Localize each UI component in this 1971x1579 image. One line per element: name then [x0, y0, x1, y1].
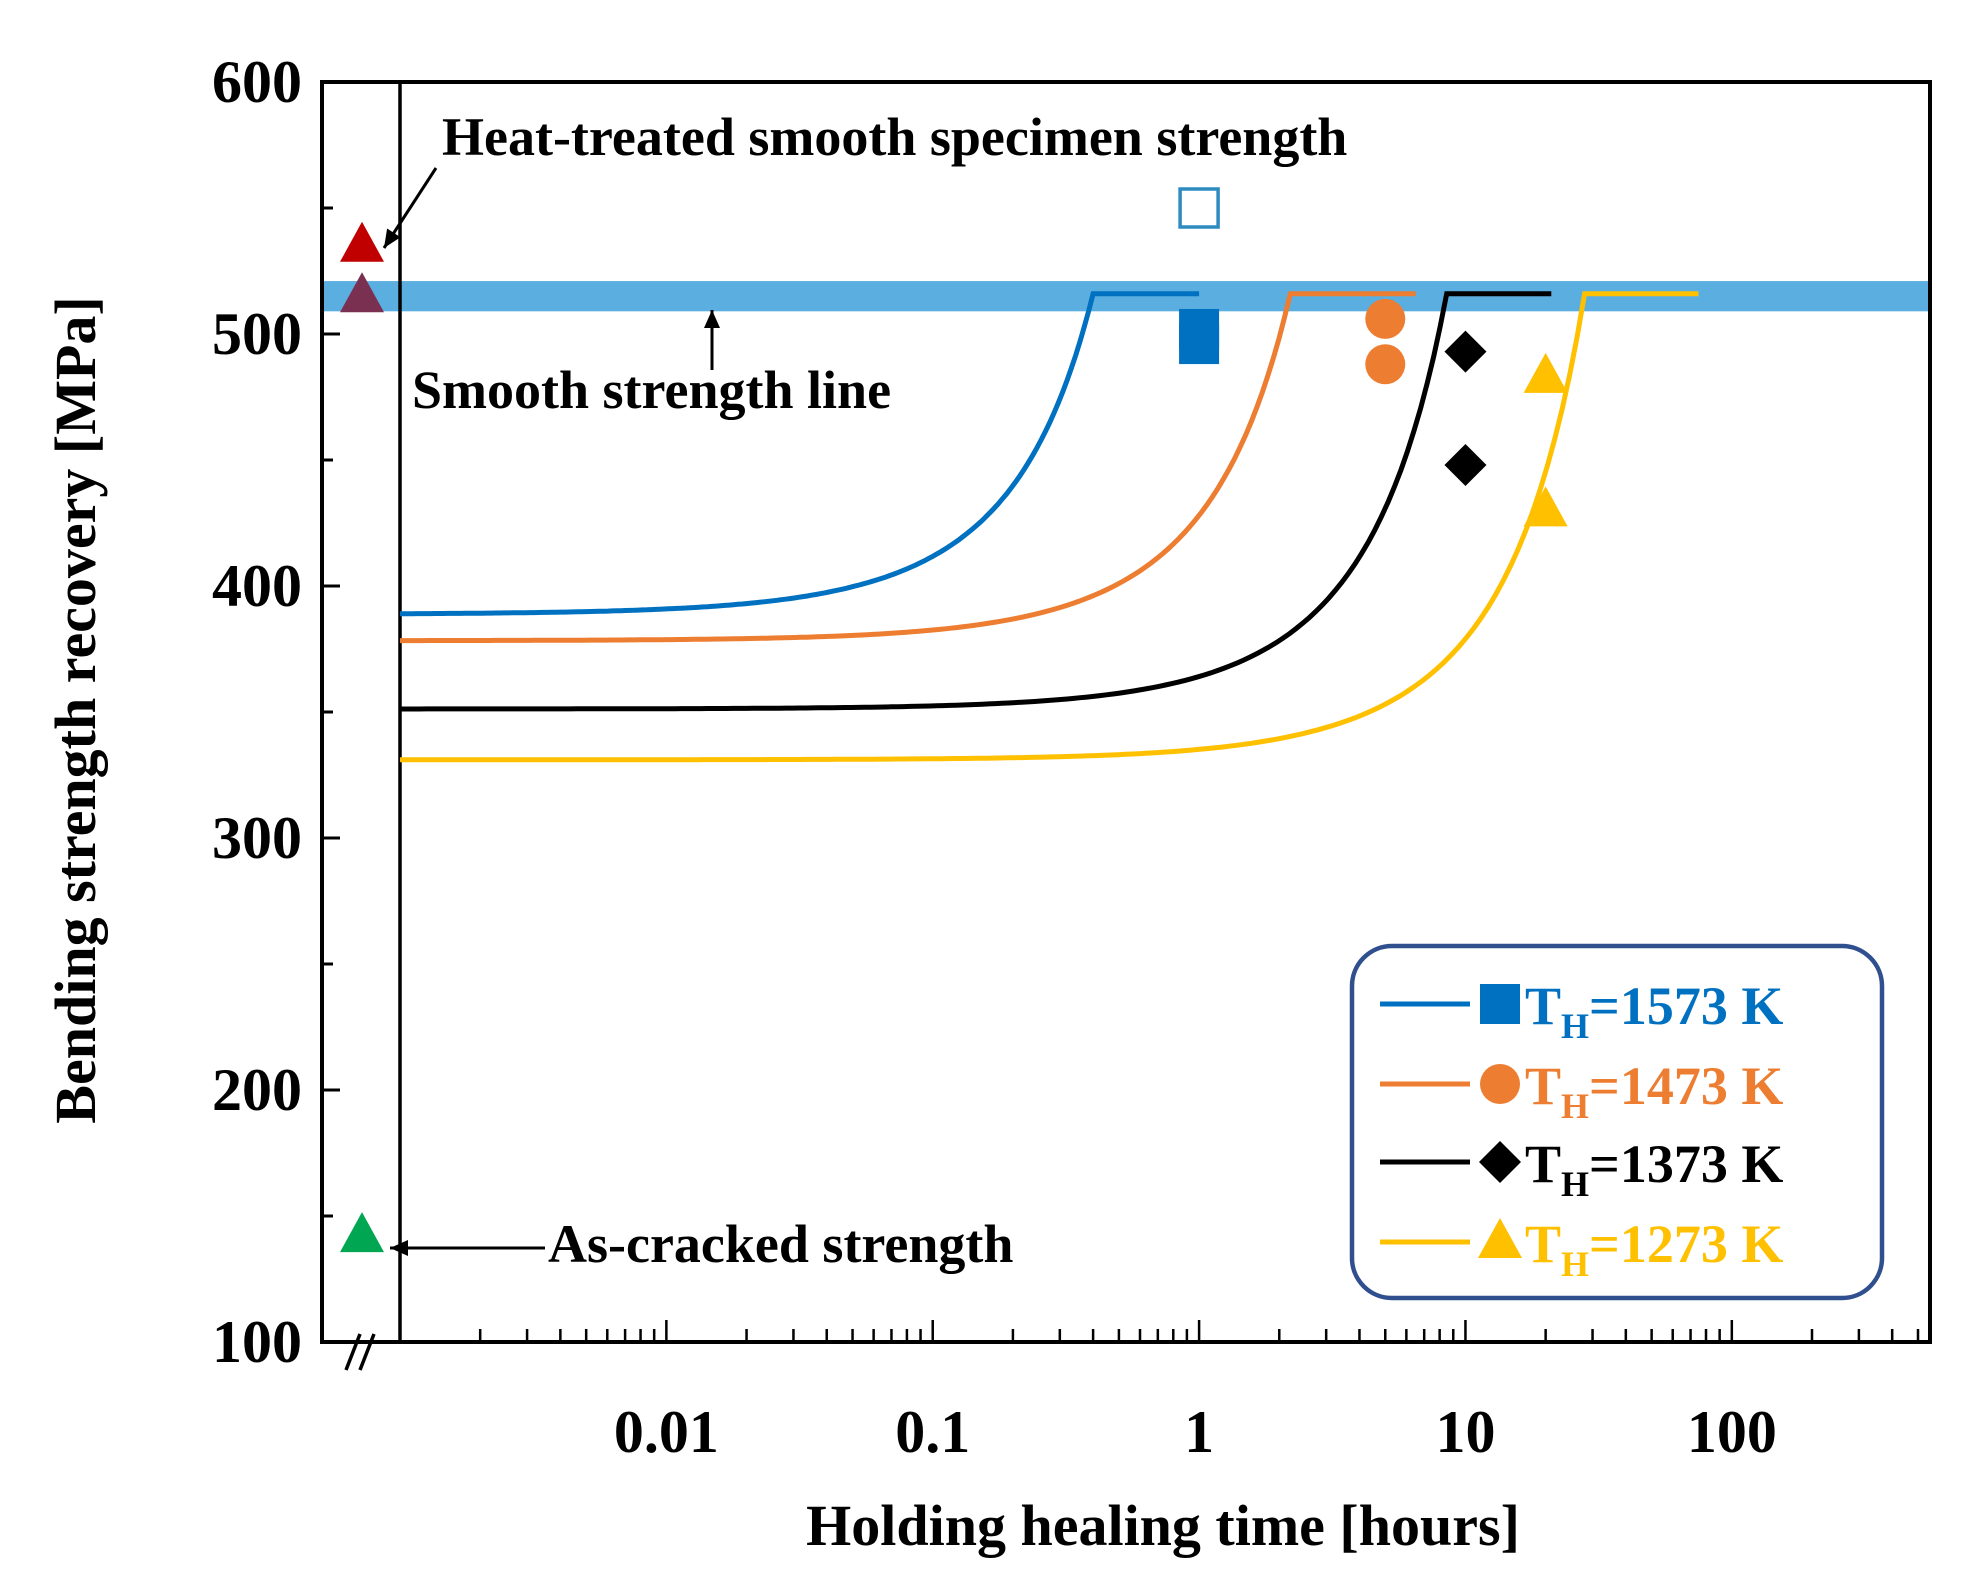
reference-marker-1 [340, 272, 384, 313]
y-axis-title: Bending strength recovery [MPa] [43, 296, 108, 1123]
annotation-as-cracked: As-cracked strength [548, 1214, 1013, 1274]
y-tick-label: 100 [212, 1309, 302, 1375]
legend-marker-3 [1478, 1218, 1522, 1258]
data-point-series-1 [1365, 344, 1406, 385]
data-point-series-3 [1523, 352, 1568, 393]
legend-marker-0 [1480, 984, 1520, 1024]
y-tick-label: 500 [212, 301, 302, 367]
axes: 100 200 300 400 500 600 0.01 0.1 1 10 100 [212, 49, 1932, 1465]
curves-layer [400, 291, 1699, 763]
x-tick-label: 100 [1687, 1399, 1777, 1465]
y-tick-label: 200 [212, 1057, 302, 1123]
series-curve-0 [400, 291, 1200, 617]
annotation-smooth-line: Smooth strength line [412, 360, 891, 420]
annotation-heat-treated: Heat-treated smooth specimen strength [442, 107, 1347, 167]
axis-break-mark [358, 1333, 376, 1371]
data-point-series-2 [1444, 444, 1487, 487]
annotations-layer: Heat-treated smooth specimen strength Sm… [382, 107, 1347, 1274]
y-tick-label: 300 [212, 805, 302, 871]
reference-marker-0 [340, 221, 384, 262]
y-tick-label: 600 [212, 49, 302, 115]
x-tick-label: 1 [1184, 1399, 1214, 1465]
arrow-heat-treated-head [384, 228, 401, 248]
data-point-open-square [1178, 187, 1220, 229]
series-curve-3 [400, 291, 1699, 763]
axis-break-mark [344, 1333, 362, 1371]
data-point-series-2 [1444, 330, 1487, 373]
series-curve-1 [400, 291, 1416, 644]
data-point-series-1 [1365, 298, 1406, 339]
legend-label-3: TH=1273 K [1525, 1214, 1783, 1284]
x-axis-title: Holding healing time [hours] [806, 1493, 1520, 1558]
reference-marker-2 [340, 1212, 384, 1253]
data-point-series-3 [1523, 486, 1568, 527]
data-point-series-0 [1179, 324, 1220, 365]
legend-label-0: TH=1573 K [1525, 976, 1783, 1046]
arrow-as-cracked-head [390, 1240, 408, 1256]
series-curve-2 [400, 291, 1552, 712]
legend-label-2: TH=1373 K [1525, 1134, 1783, 1204]
points-layer [340, 187, 1568, 1253]
x-tick-label: 0.1 [895, 1399, 970, 1465]
arrow-smooth-line-head [704, 310, 720, 328]
legend-marker-1 [1480, 1064, 1520, 1104]
x-tick-label: 0.01 [614, 1399, 719, 1465]
x-tick-label: 10 [1435, 1399, 1495, 1465]
legend: TH=1573 K TH=1473 K TH=1373 K TH=1273 K [1349, 943, 1885, 1301]
legend-label-1: TH=1473 K [1525, 1056, 1783, 1126]
legend-marker-2 [1479, 1141, 1521, 1183]
y-tick-label: 400 [212, 553, 302, 619]
legend-box [1349, 943, 1885, 1301]
